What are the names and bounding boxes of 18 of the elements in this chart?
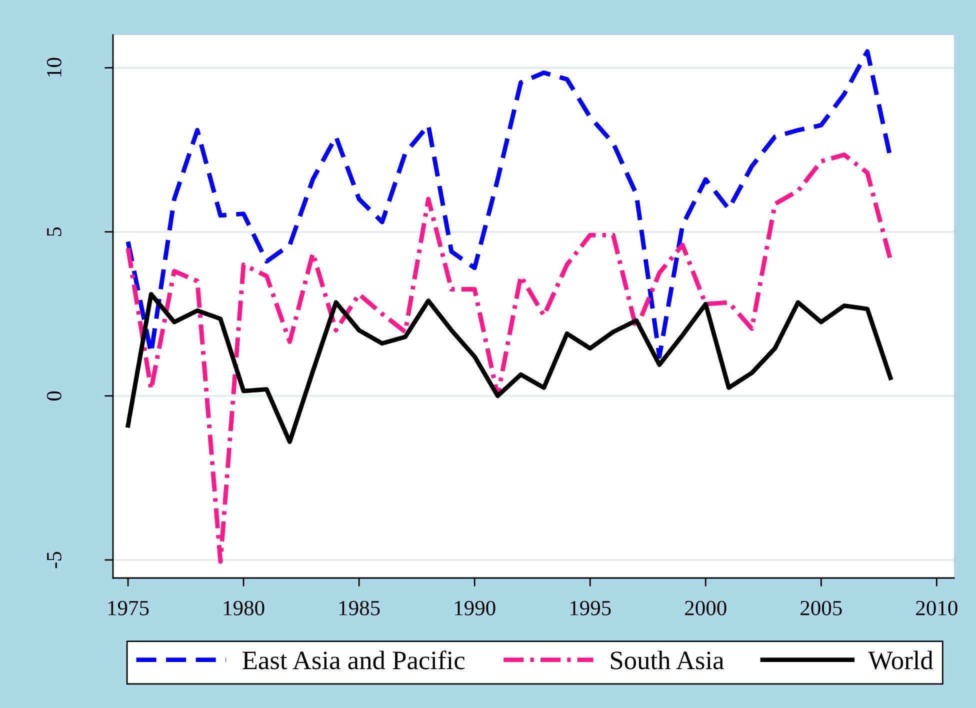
x-tick-label: 2005 <box>800 600 842 616</box>
x-tick-label: 1995 <box>570 600 611 616</box>
x-tick-label: 1990 <box>454 600 496 616</box>
line-series <box>126 292 893 444</box>
legend-label: South Asia <box>610 650 724 670</box>
y-tick-label: 0 <box>46 391 62 400</box>
x-tick-label: 2000 <box>685 600 726 616</box>
line-series <box>126 49 893 359</box>
x-tick-label: 2010 <box>916 600 958 616</box>
x-tick-label: 1985 <box>339 600 380 616</box>
x-tick-label: 1980 <box>224 600 264 616</box>
legend-label: World <box>868 650 934 670</box>
legend-label: East Asia and Pacific <box>242 650 465 670</box>
line-series <box>126 152 893 564</box>
y-tick-label: 10 <box>46 58 62 77</box>
y-tick-label: -5 <box>47 552 62 568</box>
x-tick-label: 1975 <box>108 600 149 616</box>
y-tick-label: 5 <box>47 227 62 236</box>
